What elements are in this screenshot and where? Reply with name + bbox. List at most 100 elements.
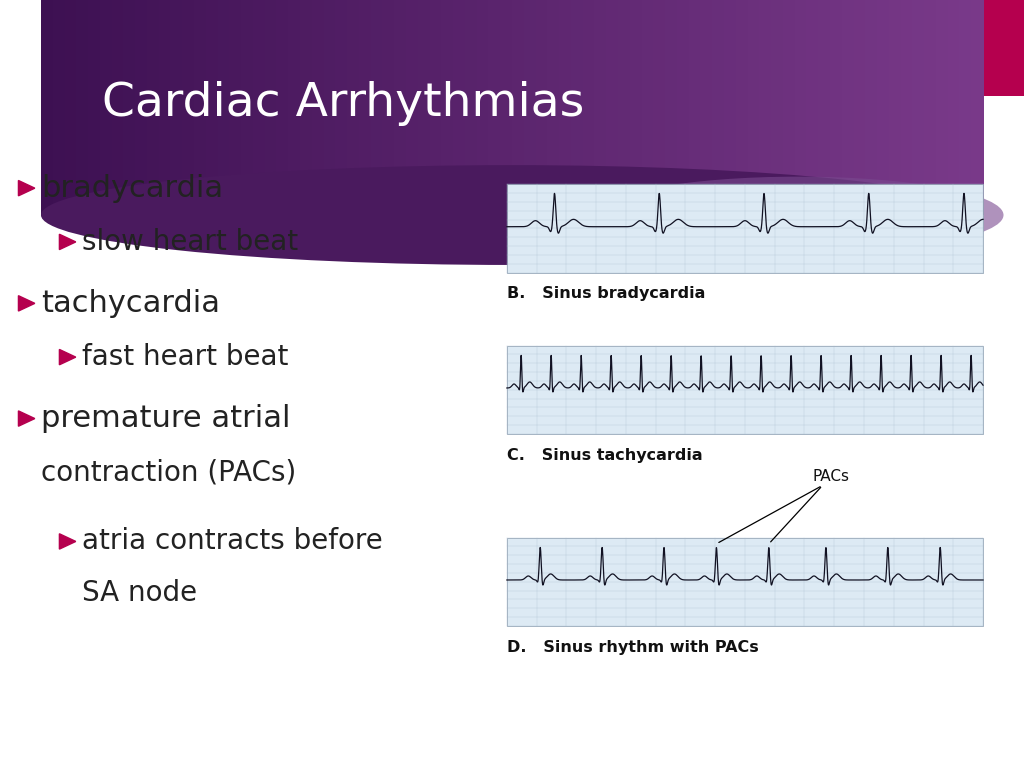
Bar bbox=[724, 0, 737, 215]
Bar bbox=[912, 0, 926, 215]
Bar bbox=[877, 0, 890, 215]
Bar bbox=[507, 538, 983, 626]
Bar bbox=[253, 0, 266, 215]
Bar bbox=[394, 0, 408, 215]
Bar bbox=[406, 0, 419, 215]
Bar bbox=[488, 0, 502, 215]
Bar bbox=[300, 0, 313, 215]
Bar bbox=[371, 0, 383, 215]
Bar bbox=[783, 0, 796, 215]
Bar bbox=[630, 0, 643, 215]
Text: SA node: SA node bbox=[82, 579, 197, 607]
Bar bbox=[523, 0, 537, 215]
Polygon shape bbox=[59, 234, 76, 250]
Text: premature atrial: premature atrial bbox=[41, 404, 291, 433]
Bar bbox=[507, 184, 983, 273]
Text: D.   Sinus rhythm with PACs: D. Sinus rhythm with PACs bbox=[507, 640, 759, 655]
Bar bbox=[901, 0, 913, 215]
Polygon shape bbox=[59, 349, 76, 365]
Bar bbox=[948, 0, 961, 215]
Bar bbox=[289, 0, 301, 215]
Text: Cardiac Arrhythmias: Cardiac Arrhythmias bbox=[102, 81, 585, 126]
Bar bbox=[677, 0, 690, 215]
Bar bbox=[854, 0, 866, 215]
Bar bbox=[195, 0, 207, 215]
Bar bbox=[830, 0, 843, 215]
Bar bbox=[959, 0, 973, 215]
Text: slow heart beat: slow heart beat bbox=[82, 228, 298, 256]
Bar bbox=[689, 0, 701, 215]
Bar bbox=[583, 0, 596, 215]
Bar bbox=[500, 0, 513, 215]
Bar bbox=[512, 0, 524, 215]
Bar bbox=[559, 0, 572, 215]
Bar bbox=[618, 0, 631, 215]
Ellipse shape bbox=[594, 177, 1004, 253]
Bar bbox=[936, 0, 948, 215]
Text: B.   Sinus bradycardia: B. Sinus bradycardia bbox=[507, 286, 706, 302]
Bar bbox=[88, 0, 100, 215]
Bar bbox=[641, 0, 654, 215]
Polygon shape bbox=[18, 180, 35, 196]
Polygon shape bbox=[18, 296, 35, 311]
Bar bbox=[807, 0, 819, 215]
Bar bbox=[441, 0, 455, 215]
Bar bbox=[571, 0, 584, 215]
Bar bbox=[865, 0, 879, 215]
Bar bbox=[359, 0, 372, 215]
Text: contraction (PACs): contraction (PACs) bbox=[41, 458, 296, 486]
Bar bbox=[653, 0, 667, 215]
Text: atria contracts before: atria contracts before bbox=[82, 528, 383, 555]
Bar bbox=[465, 0, 477, 215]
Bar bbox=[736, 0, 749, 215]
Bar bbox=[123, 0, 136, 215]
Bar bbox=[507, 346, 983, 434]
Bar bbox=[383, 0, 395, 215]
Bar bbox=[771, 0, 784, 215]
Ellipse shape bbox=[41, 165, 983, 265]
Bar bbox=[336, 0, 348, 215]
Bar bbox=[77, 0, 89, 215]
Bar bbox=[925, 0, 937, 215]
Bar bbox=[889, 0, 902, 215]
Bar bbox=[418, 0, 431, 215]
Bar bbox=[477, 0, 489, 215]
Bar bbox=[147, 0, 160, 215]
Bar bbox=[453, 0, 466, 215]
Text: bradycardia: bradycardia bbox=[41, 174, 223, 203]
Bar bbox=[242, 0, 254, 215]
Bar bbox=[818, 0, 831, 215]
Bar bbox=[324, 0, 336, 215]
Bar bbox=[666, 0, 678, 215]
Text: fast heart beat: fast heart beat bbox=[82, 343, 289, 371]
Bar bbox=[606, 0, 618, 215]
Bar bbox=[547, 0, 560, 215]
Text: tachycardia: tachycardia bbox=[41, 289, 220, 318]
Bar bbox=[430, 0, 442, 215]
Bar bbox=[53, 0, 66, 215]
Bar bbox=[700, 0, 713, 215]
Bar bbox=[276, 0, 290, 215]
Bar bbox=[159, 0, 172, 215]
Bar bbox=[748, 0, 760, 215]
Bar bbox=[311, 0, 325, 215]
Polygon shape bbox=[18, 411, 35, 426]
Bar bbox=[112, 0, 125, 215]
Bar bbox=[760, 0, 772, 215]
Bar bbox=[65, 0, 78, 215]
Bar bbox=[218, 0, 230, 215]
Bar bbox=[536, 0, 549, 215]
Bar bbox=[264, 0, 278, 215]
Bar bbox=[347, 0, 360, 215]
Bar bbox=[206, 0, 219, 215]
Bar bbox=[842, 0, 854, 215]
Text: C.   Sinus tachycardia: C. Sinus tachycardia bbox=[507, 448, 702, 463]
Bar bbox=[972, 0, 984, 215]
Bar bbox=[229, 0, 243, 215]
Bar bbox=[896, 0, 1024, 96]
Bar bbox=[595, 0, 607, 215]
Text: PACs: PACs bbox=[812, 468, 849, 484]
Bar bbox=[795, 0, 808, 215]
Bar bbox=[182, 0, 196, 215]
Polygon shape bbox=[59, 534, 76, 549]
